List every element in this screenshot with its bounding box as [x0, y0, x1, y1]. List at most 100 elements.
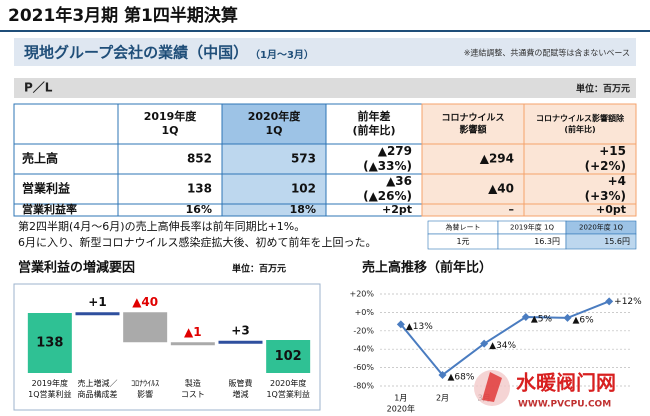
- table-cell: [117, 103, 223, 145]
- column-header: (前年比): [352, 123, 395, 137]
- value-label: 138: [36, 336, 63, 351]
- point: [396, 320, 405, 329]
- table-cell: [221, 173, 327, 205]
- table-value: 18%: [290, 203, 316, 216]
- y-tick-label: +20%: [350, 290, 375, 299]
- value-label: 102: [275, 349, 302, 364]
- x-tick-label: 販管費: [229, 378, 253, 388]
- column-header: 1Q: [161, 124, 178, 137]
- point: [521, 313, 530, 321]
- table-value: (▲33%): [363, 159, 412, 173]
- column-header: 前年差: [358, 109, 391, 123]
- note: 第2四半期(4月～6月)の売上高伸長率は前年同期比+1%。: [18, 219, 305, 233]
- value-label: +1: [88, 295, 106, 309]
- row-label: 営業利益率: [22, 202, 77, 216]
- fx-header: 為替レート: [446, 223, 481, 232]
- fx-value: 1元: [456, 237, 469, 246]
- table-cell: [421, 143, 525, 175]
- fx-value: 16.3円: [534, 237, 560, 246]
- pl-unit: 単位：百万元: [576, 83, 630, 95]
- table-cell: [13, 103, 119, 145]
- chart-unit: 単位：百万元: [232, 263, 286, 275]
- x-tick-label: 1月: [394, 394, 407, 403]
- x-tick-label: 1Q営業利益: [28, 389, 71, 399]
- point: [438, 370, 447, 379]
- value-label: ▲40: [132, 295, 158, 309]
- value-label: +3: [231, 323, 249, 337]
- table-value: +0pt: [596, 203, 626, 216]
- column-header: コロナウイルス影響額除: [536, 113, 625, 123]
- y-tick-label: -80%: [353, 382, 374, 391]
- table-cell: [325, 143, 423, 175]
- x-tick-label: 2020年度: [270, 378, 306, 388]
- row-label: 売上高: [22, 151, 58, 166]
- table-cell: [117, 173, 223, 205]
- table-value: 852: [187, 152, 212, 166]
- value-label: ▲1: [184, 325, 202, 339]
- table-cell: [523, 143, 637, 175]
- bar: [123, 312, 168, 343]
- value-label: ▲13%: [406, 322, 433, 332]
- table-cell: [523, 173, 637, 205]
- table-value: –: [509, 203, 515, 216]
- x-tick-label: 増減: [233, 389, 249, 399]
- bar: [218, 340, 263, 344]
- x-tick-label: 2月: [436, 394, 449, 403]
- y-tick-label: -60%: [353, 363, 374, 372]
- fx-header: 2020年度 1Q: [579, 223, 623, 232]
- table-cell: [325, 173, 423, 205]
- section-title: 現地グループ会社の業績（中国）: [24, 44, 248, 62]
- fx-cell: [565, 233, 637, 250]
- table-value: ▲294: [480, 152, 514, 166]
- page-title: 2021年3月期 第1四半期決算: [8, 5, 238, 26]
- column-header: 2019年度: [144, 109, 198, 123]
- table-value: 102: [291, 182, 316, 196]
- x-tick-label: 売上増減／: [78, 378, 118, 388]
- waterfall-frame: [13, 283, 321, 411]
- x-tick-label: 製造: [185, 378, 201, 388]
- x-tick-label: ｺﾛﾅｳｲﾙｽ: [131, 379, 159, 388]
- table-value: 16%: [186, 203, 212, 216]
- value-label: ▲6%: [573, 315, 595, 325]
- value-label: ▲68%: [448, 372, 475, 382]
- table-value: +4: [608, 174, 626, 188]
- table-value: (+3%): [585, 189, 626, 203]
- table-cell: [523, 103, 637, 145]
- section-period: （1月～3月）: [250, 48, 314, 61]
- table-value: +15: [599, 144, 626, 158]
- watermark-name: 水暖阀门网: [516, 371, 616, 395]
- bar: [170, 342, 215, 346]
- watermark-url: WWW.PVCPU.COM: [518, 400, 611, 410]
- line: [400, 300, 610, 377]
- watermark-logo: [474, 370, 510, 406]
- title-rule: [0, 30, 650, 32]
- table-value: 573: [291, 152, 316, 166]
- column-header: 影響額: [459, 124, 486, 136]
- value-label: +12%: [614, 297, 642, 307]
- x-tick-label: 2019年度: [32, 378, 68, 388]
- column-header: 2020年度: [248, 109, 302, 123]
- table-value: ▲279: [378, 144, 412, 158]
- table-value: (+2%): [585, 159, 626, 173]
- pl-title: P／L: [24, 80, 53, 95]
- table-value: (▲26%): [363, 189, 412, 203]
- section-note: ※連結調整、共通費の配賦等は含まないベース: [464, 48, 630, 58]
- column-header: コロナウイルス: [441, 113, 504, 124]
- table-cell: [523, 203, 637, 217]
- x-tick-label: 影響: [137, 389, 153, 399]
- table-value: 138: [187, 182, 212, 196]
- x-tick-label: 1Q営業利益: [266, 389, 309, 399]
- bar: [266, 340, 311, 373]
- pl-bar: [14, 78, 636, 98]
- chart-title: 営業利益の増減要因: [18, 260, 135, 276]
- table-cell: [221, 103, 327, 145]
- bar: [75, 312, 120, 316]
- y-tick-label: +0%: [355, 308, 375, 317]
- note: 6月に入り、新型コロナウイルス感染症拡大後、初めて前年を上回った。: [18, 235, 377, 249]
- section-bar: [14, 38, 636, 66]
- table-cell: [421, 173, 525, 205]
- point: [605, 297, 614, 306]
- value-label: ▲5%: [531, 315, 553, 325]
- bar: [27, 313, 72, 373]
